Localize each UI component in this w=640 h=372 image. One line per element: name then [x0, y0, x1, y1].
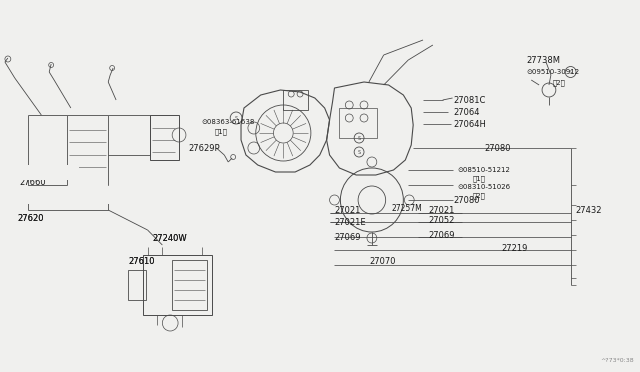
Text: 27624: 27624 [75, 190, 101, 199]
Text: ⊙08310-51026: ⊙08310-51026 [458, 184, 511, 190]
Bar [143, 255, 211, 315]
Text: 27629P: 27629P [189, 144, 221, 153]
Text: 27081C: 27081C [454, 96, 486, 105]
Text: 27610: 27610 [128, 257, 154, 266]
Bar [69, 186, 123, 204]
Text: 27021: 27021 [335, 205, 361, 215]
Bar [172, 260, 207, 310]
Text: 27660: 27660 [20, 167, 46, 176]
Text: S: S [358, 150, 361, 154]
Text: 27715: 27715 [120, 190, 147, 199]
Text: 27021E: 27021E [335, 218, 366, 227]
Text: 27660: 27660 [15, 190, 42, 199]
Text: S: S [358, 135, 361, 141]
Text: 27070: 27070 [369, 257, 396, 266]
Text: 27080: 27080 [454, 196, 480, 205]
Text: 27620: 27620 [18, 214, 44, 222]
Text: 27620: 27620 [18, 214, 44, 222]
Text: 27186M: 27186M [24, 170, 58, 180]
Text: 27432: 27432 [575, 205, 602, 215]
Bar [339, 108, 377, 138]
Text: 27186M: 27186M [24, 170, 58, 180]
Bar [15, 186, 69, 204]
Text: 27219: 27219 [502, 244, 528, 253]
Text: 27240W: 27240W [152, 234, 187, 243]
Bar [284, 90, 308, 110]
Text: 27257M: 27257M [392, 203, 422, 212]
Text: ⊙09510-30912: ⊙09510-30912 [526, 69, 579, 75]
Text: （2）: （2） [472, 193, 485, 199]
Text: （2）: （2） [553, 80, 566, 86]
Text: ^?73*0:38: ^?73*0:38 [600, 357, 634, 362]
Text: ⊙08510-51212: ⊙08510-51212 [458, 167, 510, 173]
Text: 27069: 27069 [428, 231, 454, 240]
Text: 27610: 27610 [128, 257, 154, 266]
Text: S: S [234, 115, 237, 121]
Text: 27069: 27069 [335, 232, 361, 241]
Text: 27064H: 27064H [454, 119, 486, 128]
Bar [150, 115, 179, 160]
Text: （1）: （1） [472, 176, 485, 182]
Text: 27715: 27715 [120, 190, 147, 199]
Bar [128, 270, 146, 300]
Text: 27080: 27080 [484, 144, 511, 153]
Text: 27240W: 27240W [152, 234, 187, 243]
Text: 27738M: 27738M [526, 55, 561, 64]
Text: 27660: 27660 [20, 177, 46, 186]
Text: 27021: 27021 [428, 205, 454, 215]
Text: ⊙08363-61638: ⊙08363-61638 [202, 119, 255, 125]
Text: 27624: 27624 [75, 190, 101, 199]
Text: S: S [569, 70, 572, 74]
Text: 27660: 27660 [15, 190, 42, 199]
Bar [20, 165, 79, 180]
Bar [113, 186, 163, 204]
Text: （1）: （1） [214, 129, 227, 135]
Text: 27064: 27064 [454, 108, 480, 116]
Text: 27052: 27052 [428, 215, 454, 224]
